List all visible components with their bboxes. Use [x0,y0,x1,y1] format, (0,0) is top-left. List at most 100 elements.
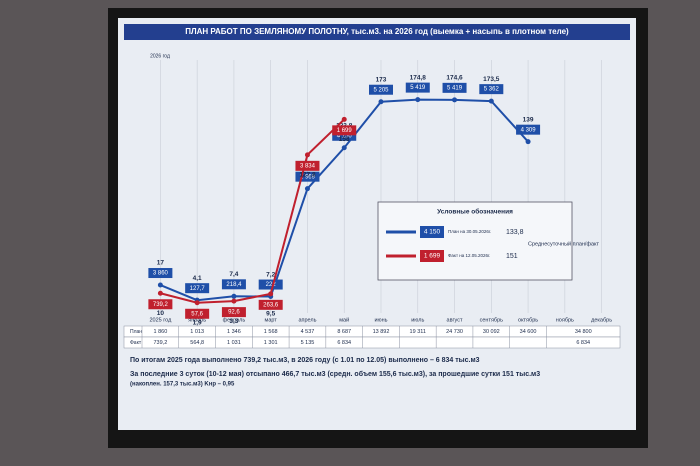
volume-label: 4 150 [337,133,353,139]
value-label: 3,3 [229,318,238,325]
legend-label: План на 30.05.2026г. [448,229,491,234]
value-label: 10 [157,310,165,317]
x-tick-label: август [447,317,463,323]
volume-label: 3 834 [300,163,316,169]
volume-box [221,279,246,290]
legend-volume-box [420,250,444,262]
volume-box [185,283,210,294]
title-bar [124,24,630,40]
volume-label: 5 419 [447,85,463,91]
x-tick-label: октябрь [518,317,538,323]
table-cell: 34 800 [575,329,592,335]
volume-box [516,124,541,135]
footer-text: За последние 3 суток (10-12 мая) отсыпан… [130,370,540,378]
value-label: 158 [339,136,350,143]
x-tick-label: май [339,316,349,323]
value-label: 173 [376,76,387,83]
volume-label: 5 362 [484,87,500,93]
value-label: 127,8 [299,172,316,179]
table-cell: 1 860 [154,329,168,335]
x-tick-label: 2025 год [149,317,172,323]
data-point [304,152,310,158]
volume-box [148,268,173,279]
chart-title: ПЛАН РАБОТ ПО ЗЕМЛЯНОМУ ПОЛОТНУ, тыс.м3.… [185,27,569,36]
data-point [157,290,163,296]
table-cell: 1 301 [264,340,278,346]
legend-caption: Среднесуточный план/факт [528,240,599,247]
table-cell: 34 600 [520,329,537,335]
volume-box [258,299,283,310]
legend-label: Факт на 12.05.2026г. [448,253,490,258]
volume-box [332,125,357,136]
volume-label: 5 419 [410,85,426,91]
data-point [157,282,163,288]
x-tick-label: февраль [223,317,246,323]
table-cell: 1 031 [227,340,241,346]
table-cell: 1 568 [264,329,278,335]
series-line [160,118,345,304]
volume-box [405,82,430,93]
volume-box [369,84,393,95]
table-cell: 19 311 [410,329,426,335]
volume-label: 3 860 [153,271,169,277]
table-cell: 24 730 [446,329,463,335]
volume-label: 127,7 [190,286,206,292]
volume-label: 92,6 [228,310,240,316]
table-cell: 1 013 [190,329,204,335]
data-point [488,98,494,104]
legend-volume-box [420,226,444,238]
x-tick-label: июнь [374,317,387,323]
data-point [231,293,237,299]
row-label: План [130,329,142,335]
volume-box [295,171,320,182]
value-label: 173,5 [483,76,500,83]
data-point [378,99,384,105]
volume-label: 263,6 [263,302,279,308]
value-label: 139 [523,116,534,123]
x-tick-label: январь [188,317,206,323]
data-point [304,186,310,192]
x-tick-label: июль [411,317,424,323]
legend-title: Условные обозначения [437,208,513,216]
volume-box [332,130,357,141]
value-label: 1,9 [193,319,202,326]
legend-average: 133,8 [506,229,524,236]
data-point [525,139,531,145]
value-label: 17 [157,260,165,267]
data-point [231,298,237,304]
x-tick-label: декабрь [591,317,612,323]
volume-label: 218,4 [226,282,242,288]
x-tick-label: апрель [298,317,316,323]
legend-volume: 4 150 [424,229,441,236]
value-label: 174,6 [446,75,463,82]
footer-text: По итогам 2025 года выполнено 739,2 тыс.… [130,357,480,364]
legend-box [377,201,573,281]
table-cell: 5 135 [301,340,315,346]
volume-label: 222 [266,282,277,288]
table-cell: 8 687 [337,329,351,335]
volume-box [442,82,467,93]
x-tick-label: сентябрь [480,317,504,323]
volume-box [185,308,210,319]
value-label: 174,8 [410,74,427,81]
volume-label: 4 309 [521,127,537,133]
data-point [341,116,347,122]
table-cell: 30 092 [483,329,500,335]
year-label: 2026 год [150,53,170,59]
volume-label: 57,6 [191,311,203,317]
data-point [268,291,274,297]
table-cell: 6 834 [337,340,351,346]
x-tick-label: март [265,317,278,323]
footer-text: (накоплен. 157,3 тыс.м3) Kнр – 0,95 [130,382,235,388]
data-point [341,145,347,151]
table-cell: 4 537 [301,329,315,335]
volume-box [148,299,173,310]
table-cell: 1 346 [227,329,241,335]
x-tick-label: ноябрь [556,317,574,323]
legend-average: 151 [506,253,518,260]
volume-label: 2 969 [300,174,316,180]
data-point [452,97,458,103]
table-cell: 564,8 [190,340,204,346]
volume-box [221,307,246,318]
